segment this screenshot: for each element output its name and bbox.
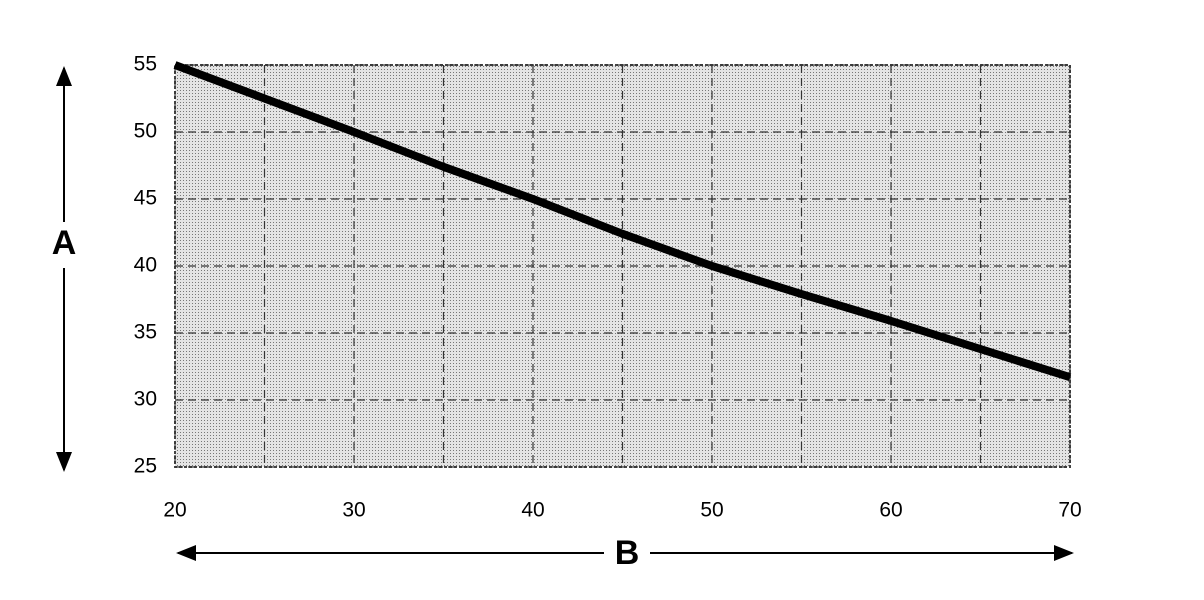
- y-tick-label: 30: [134, 388, 157, 411]
- y-tick-label: 45: [134, 187, 157, 210]
- x-tick-label: 50: [700, 499, 723, 522]
- y-tick-label: 50: [134, 120, 157, 143]
- y-tick-label: 55: [134, 53, 157, 76]
- y-tick-label: 40: [134, 254, 157, 277]
- x-tick-label: 60: [879, 499, 902, 522]
- y-tick-label: 35: [134, 321, 157, 344]
- x-tick-label: 20: [163, 499, 186, 522]
- data-line: [173, 61, 1072, 382]
- x-tick-label: 70: [1058, 499, 1081, 522]
- x-tick-label: 40: [521, 499, 544, 522]
- label-bg: [604, 532, 650, 574]
- y-axis-label: A: [52, 224, 77, 262]
- label-bg: [46, 222, 82, 268]
- y-tick-label: 25: [134, 455, 157, 478]
- x-axis-label: B: [615, 534, 640, 572]
- x-tick-label: 30: [342, 499, 365, 522]
